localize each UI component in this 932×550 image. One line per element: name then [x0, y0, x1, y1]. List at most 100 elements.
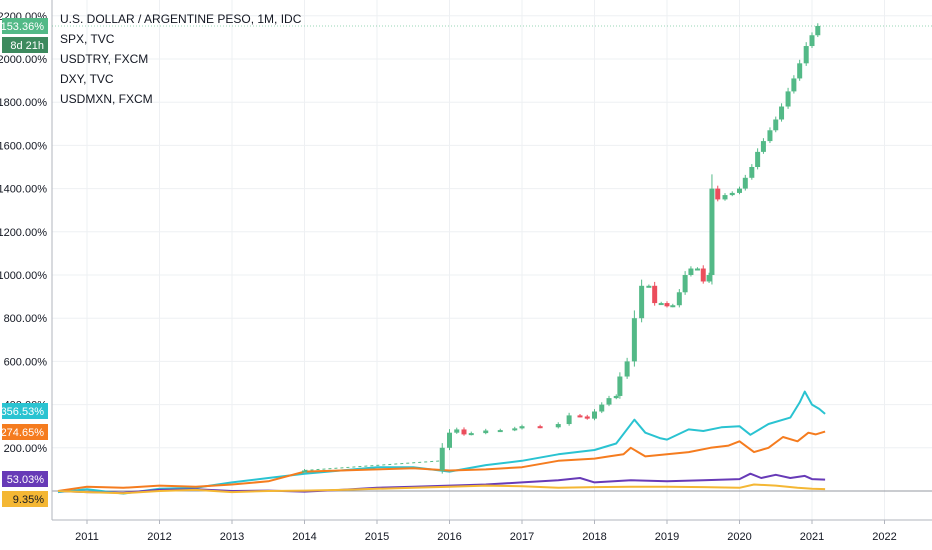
y-tick-label: 1200.00% — [0, 227, 47, 239]
x-tick-label: 2019 — [655, 531, 679, 543]
chart-legend: U.S. DOLLAR / ARGENTINE PESO, 1M, IDC SP… — [60, 9, 301, 109]
y-tick-label: 200.00% — [4, 443, 48, 455]
y-tick-label: 2000.00% — [0, 54, 47, 66]
x-tick-label: 2013 — [220, 531, 244, 543]
candle-body — [779, 106, 785, 120]
candle-body — [767, 130, 773, 142]
y-tick-label: 1600.00% — [0, 140, 47, 152]
y-tick-label: 1000.00% — [0, 270, 47, 282]
usdmxn-value-badge-bg — [2, 491, 48, 507]
candle-body — [670, 305, 676, 308]
x-tick-label: 2022 — [872, 531, 896, 543]
legend-item-usdmxn[interactable]: USDMXN, FXCM — [60, 92, 153, 106]
x-tick-label: 2012 — [147, 531, 171, 543]
usdtry-value-badge-bg — [2, 424, 48, 440]
countdown-badge: 8d 21h — [2, 37, 48, 53]
legend-item-usdtry[interactable]: USDTRY, FXCM — [60, 52, 149, 66]
countdown-badge-bg — [2, 37, 48, 53]
spx-value-badge: 356.53% — [1, 403, 48, 419]
candle-body — [512, 428, 518, 431]
candle-body — [639, 285, 645, 319]
candle-body — [791, 78, 797, 92]
candle-body — [760, 141, 766, 152]
candle-body — [447, 432, 452, 448]
countdown-badge-text: 8d 21h — [10, 40, 44, 52]
candle-body — [599, 404, 605, 412]
x-tick-label: 2021 — [800, 531, 824, 543]
candle-body — [688, 268, 694, 275]
x-tick-label: 2011 — [75, 531, 99, 543]
y-tick-label: 800.00% — [4, 313, 48, 325]
candle-body — [439, 447, 445, 471]
legend-item-dxy[interactable]: DXY, TVC — [60, 72, 114, 86]
candle-body — [617, 376, 623, 396]
usdars-candles — [302, 23, 821, 474]
x-tick-label: 2014 — [292, 531, 316, 543]
y-tick-label: 600.00% — [4, 356, 48, 368]
candle-body — [700, 268, 706, 282]
candle-body — [682, 275, 688, 293]
candle-body — [729, 192, 735, 196]
y-tick-label: 1800.00% — [0, 97, 47, 109]
dxy-value-badge-text: 53.03% — [7, 474, 45, 486]
x-tick-label: 2020 — [727, 531, 751, 543]
candle-body — [797, 63, 803, 79]
spx-value-badge-bg — [2, 403, 48, 419]
dxy-value-badge-bg — [2, 471, 48, 487]
candle-body — [461, 429, 467, 435]
candle-body — [737, 188, 742, 193]
candle-body — [468, 433, 474, 436]
candle-body — [706, 275, 712, 282]
candle-body — [606, 398, 612, 405]
y-axis-labels: 200.00%400.00%600.00%800.00%1000.00%1200… — [0, 11, 47, 455]
usdmxn-value-badge-text: 9.35% — [13, 494, 44, 506]
candle-body — [302, 470, 307, 473]
usdtry-line — [57, 430, 826, 492]
candle-body — [722, 195, 728, 200]
dxy-value-badge: 53.03% — [2, 471, 48, 487]
candle-body — [809, 35, 815, 47]
candle-body — [631, 318, 637, 362]
candle-body — [454, 429, 460, 433]
candle-body — [483, 430, 489, 434]
x-tick-label: 2015 — [365, 531, 389, 543]
candle-body — [566, 415, 572, 425]
usdmxn-line — [57, 483, 826, 495]
candle-body — [624, 361, 630, 377]
legend-title[interactable]: U.S. DOLLAR / ARGENTINE PESO, 1M, IDC — [60, 12, 302, 26]
y-tick-label: 1400.00% — [0, 184, 47, 196]
spx-value-badge-text: 356.53% — [1, 406, 45, 418]
candle-body — [497, 430, 503, 433]
candle-body — [803, 46, 809, 64]
usdtry-value-badge-text: 274.65% — [1, 427, 45, 439]
candle-body — [658, 303, 664, 306]
candle-body — [646, 285, 652, 288]
candle-body — [694, 268, 700, 271]
candle-body — [613, 395, 619, 399]
usdars-gap-dash — [304, 460, 443, 471]
candle-body — [676, 292, 682, 306]
legend-item-spx[interactable]: SPX, TVC — [60, 32, 115, 46]
candle-body — [742, 177, 748, 189]
candle-body — [755, 151, 761, 167]
candle-body — [537, 426, 543, 429]
candle-body — [773, 119, 779, 131]
candle-body — [815, 25, 821, 36]
candle-body — [592, 411, 597, 419]
candle-body — [555, 424, 561, 428]
candle-body — [709, 188, 715, 275]
x-tick-label: 2016 — [437, 531, 461, 543]
candle-body — [577, 415, 583, 418]
x-tick-label: 2018 — [582, 531, 606, 543]
candle-body — [519, 426, 525, 429]
spx-line — [57, 390, 826, 495]
x-axis-labels: 2011 2012 2013 2014 2015 2016 2017 2018 2019 2020… — [75, 520, 897, 543]
usdmxn-value-badge: 9.35% — [2, 491, 48, 507]
grid — [52, 0, 932, 520]
candle-body — [715, 188, 721, 200]
x-tick-label: 2017 — [510, 531, 534, 543]
candle-body — [664, 303, 670, 307]
